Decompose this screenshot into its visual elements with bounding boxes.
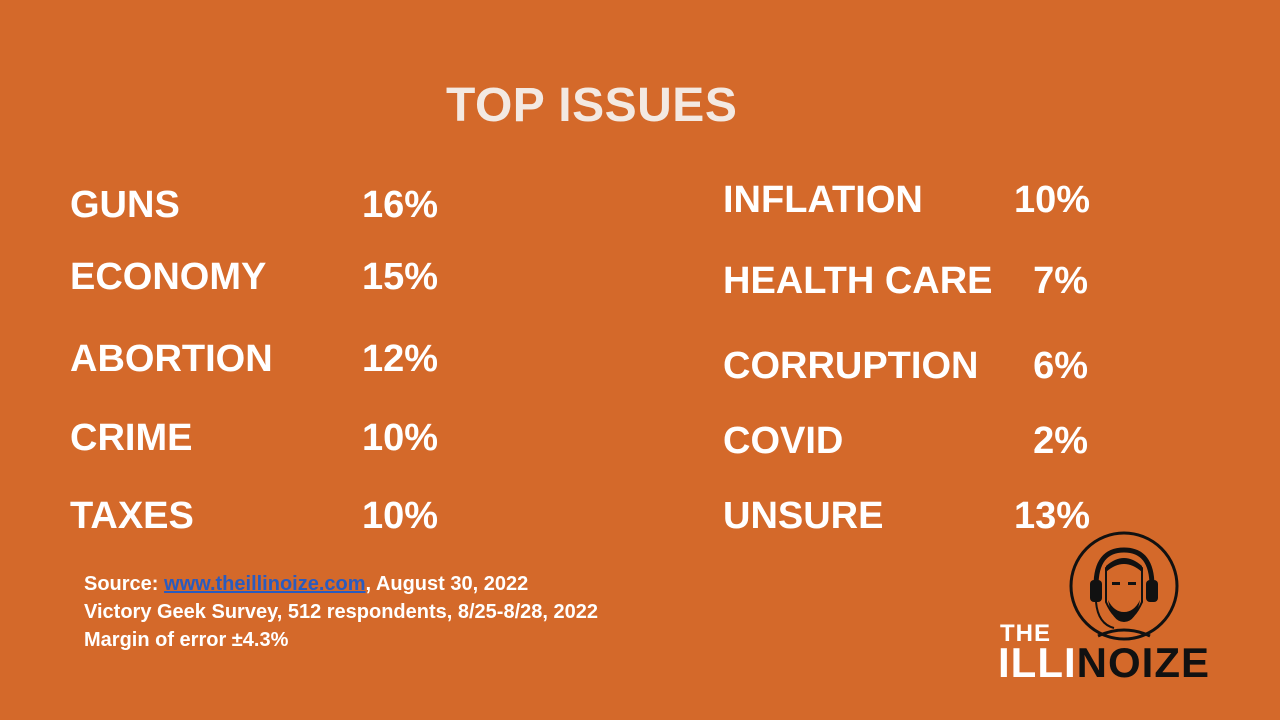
issue-value-health-care: 7% xyxy=(1033,260,1088,302)
issue-label-economy: ECONOMY xyxy=(70,256,267,298)
logo-the-text: THE xyxy=(1000,620,1051,647)
issue-value-guns: 16% xyxy=(361,184,438,226)
source-link[interactable]: www.theillinoize.com xyxy=(164,573,366,595)
source-line-3: Margin of error ±4.3% xyxy=(84,629,289,651)
logo-word-black: NOIZE xyxy=(1076,639,1210,686)
issue-label-guns: GUNS xyxy=(70,184,180,226)
issue-label-health-care: HEALTH CARE xyxy=(723,260,993,302)
source-suffix: , August 30, 2022 xyxy=(365,573,529,595)
issue-label-inflation: INFLATION xyxy=(723,179,923,221)
logo-wordmark: ILLINOIZE xyxy=(998,642,1210,684)
issue-value-economy: 15% xyxy=(361,256,438,298)
issue-label-crime: CRIME xyxy=(70,417,193,459)
headphones-portrait-icon xyxy=(1069,531,1179,641)
issue-value-covid: 2% xyxy=(1033,420,1088,462)
issue-label-abortion: ABORTION xyxy=(70,338,273,380)
issue-label-unsure: UNSURE xyxy=(723,495,884,537)
source-note: Source: www.theillinoize.com, August 30,… xyxy=(84,570,598,654)
issue-label-corruption: CORRUPTION xyxy=(723,345,979,387)
issue-value-abortion: 12% xyxy=(361,338,438,380)
issue-value-crime: 10% xyxy=(361,417,438,459)
illinoize-logo: THE ILLINOIZE xyxy=(996,528,1246,688)
issue-value-unsure: 13% xyxy=(1013,495,1090,537)
logo-word-white: ILLI xyxy=(998,639,1077,686)
issue-value-taxes: 10% xyxy=(361,495,438,537)
issue-value-corruption: 6% xyxy=(1033,345,1088,387)
page-title: TOP ISSUES xyxy=(446,79,738,132)
issue-label-taxes: TAXES xyxy=(70,495,194,537)
issue-label-covid: COVID xyxy=(723,420,844,462)
issue-value-inflation: 10% xyxy=(1013,179,1090,221)
source-line-2: Victory Geek Survey, 512 respondents, 8/… xyxy=(84,601,598,623)
source-line-1: Source: www.theillinoize.com, August 30,… xyxy=(84,570,598,598)
source-prefix: Source: xyxy=(84,573,165,595)
